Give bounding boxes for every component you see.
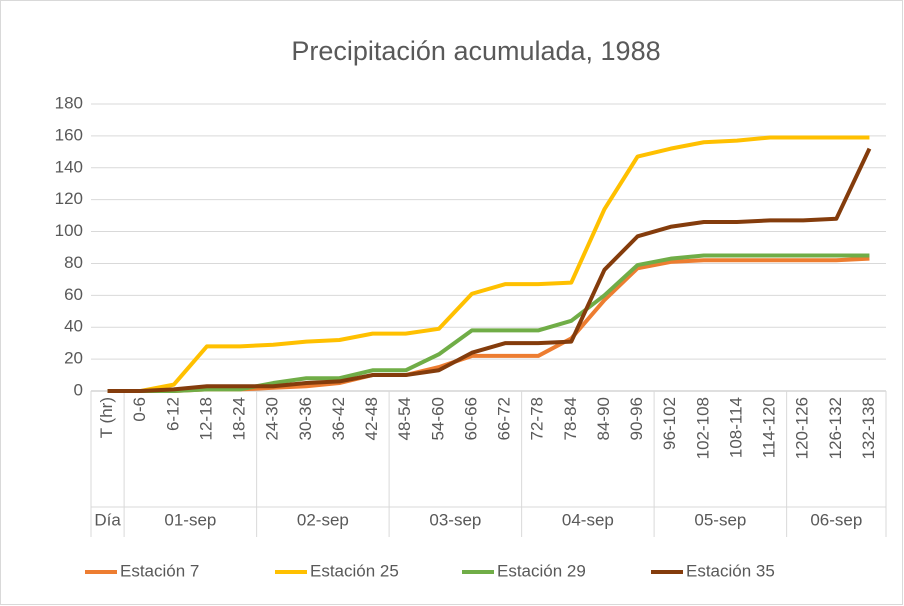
- y-tick-label: 80: [64, 253, 83, 272]
- series-line: [107, 135, 870, 393]
- group-label: 01-sep: [164, 510, 216, 529]
- group-label: 02-sep: [297, 510, 349, 529]
- y-tick-label: 20: [64, 349, 83, 368]
- y-tick-label: 60: [64, 285, 83, 304]
- legend-label: Estación 7: [120, 561, 199, 580]
- x-tick-label: 48-54: [395, 397, 414, 440]
- chart-title: Precipitación acumulada, 1988: [291, 36, 660, 66]
- legend-label: Estación 25: [310, 561, 399, 580]
- x-tick-label: 84-90: [594, 397, 613, 440]
- y-tick-label: 120: [55, 189, 83, 208]
- x-tick-label: 6-12: [163, 397, 182, 431]
- x-tick-label: 18-24: [230, 397, 249, 440]
- x-tick-label: 108-114: [726, 397, 745, 458]
- x-tick-label: 114-120: [760, 397, 779, 458]
- x-tick-label: 102-108: [693, 397, 712, 459]
- x-tick-label: T (hr): [97, 397, 116, 438]
- x-tick-label: 66-72: [495, 397, 514, 440]
- x-tick-label: 0-6: [130, 397, 149, 422]
- series-line: [107, 147, 872, 393]
- x-tick-label: 54-60: [428, 397, 447, 440]
- group-label: 04-sep: [562, 510, 614, 529]
- x-tick-label: 126-132: [826, 397, 845, 459]
- series-line: [107, 253, 870, 393]
- legend-label: Estación 35: [686, 561, 775, 580]
- y-tick-label: 100: [55, 221, 83, 240]
- y-tick-label: 40: [64, 317, 83, 336]
- x-tick-label: 24-30: [263, 397, 282, 440]
- x-tick-label: 132-138: [859, 397, 878, 459]
- x-tick-label: 36-42: [329, 397, 348, 440]
- group-label: 03-sep: [429, 510, 481, 529]
- x-tick-label: 78-84: [561, 397, 580, 440]
- group-label: Día: [94, 510, 121, 529]
- legend-label: Estación 29: [497, 561, 586, 580]
- y-tick-label: 140: [55, 157, 83, 176]
- x-tick-label: 120-126: [793, 397, 812, 459]
- x-tick-label: 96-102: [660, 397, 679, 450]
- x-tick-label: 30-36: [296, 397, 315, 440]
- x-tick-label: 60-66: [461, 397, 480, 440]
- group-label: 06-sep: [810, 510, 862, 529]
- y-tick-label: 180: [55, 93, 83, 112]
- x-tick-label: 72-78: [528, 397, 547, 440]
- x-tick-label: 42-48: [362, 397, 381, 440]
- x-tick-label: 12-18: [196, 397, 215, 440]
- y-tick-label: 160: [55, 125, 83, 144]
- y-tick-label: 0: [74, 380, 83, 399]
- group-label: 05-sep: [694, 510, 746, 529]
- x-tick-label: 90-96: [627, 397, 646, 440]
